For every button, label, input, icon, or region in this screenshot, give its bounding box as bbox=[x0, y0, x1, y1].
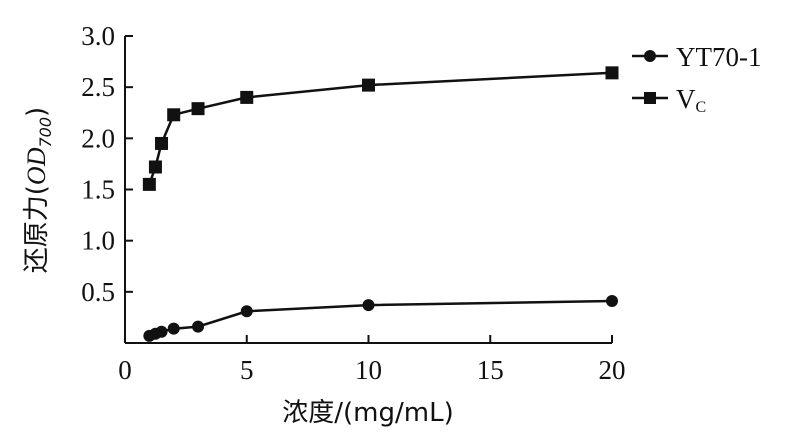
data-point-vc bbox=[191, 102, 205, 116]
data-point-vc bbox=[142, 177, 156, 191]
data-point-vc bbox=[167, 108, 181, 122]
legend-label-yt70-1: YT70-1 bbox=[676, 42, 761, 72]
legend-label-vc-main: V bbox=[676, 84, 696, 114]
x-tick-label: 5 bbox=[240, 355, 254, 385]
legend-marker-circle bbox=[644, 50, 656, 62]
y-tick-label: 2.0 bbox=[81, 123, 115, 153]
y-tick-label: 1.5 bbox=[81, 175, 115, 205]
y-axis-title-italic: OD bbox=[22, 147, 51, 185]
x-tick-label: 15 bbox=[477, 355, 504, 385]
data-point-yt70-1 bbox=[362, 299, 375, 312]
x-tick-label: 20 bbox=[599, 355, 626, 385]
data-point-yt70-1 bbox=[240, 305, 253, 318]
legend: YT70-1 VC bbox=[632, 42, 761, 116]
y-axis-title-close: ) bbox=[22, 107, 52, 117]
data-point-yt70-1 bbox=[192, 320, 205, 333]
legend-item-yt70-1: YT70-1 bbox=[632, 42, 761, 72]
ticks: 0.5 1.0 1.5 2.0 2.5 3.0 0 5 10 15 20 bbox=[81, 21, 625, 385]
y-tick-label: 2.5 bbox=[81, 72, 115, 102]
y-axis-title-sub: 700 bbox=[36, 117, 55, 148]
y-tick-label: 0.5 bbox=[81, 277, 115, 307]
data-point-yt70-1 bbox=[155, 325, 168, 338]
legend-label-vc: VC bbox=[676, 84, 706, 116]
data-point-vc bbox=[155, 136, 169, 150]
data-point-yt70-1 bbox=[167, 322, 180, 335]
legend-label-vc-sub: C bbox=[696, 99, 707, 116]
series-line-vc bbox=[148, 71, 613, 185]
x-axis-title: 浓度/(mg/mL) bbox=[282, 398, 453, 428]
data-point-vc bbox=[362, 78, 375, 92]
x-tick-label: 0 bbox=[118, 355, 132, 385]
y-axis-title-main: 还原力( bbox=[22, 185, 52, 273]
data-point-vc bbox=[605, 66, 619, 80]
legend-item-vc: VC bbox=[632, 84, 706, 116]
data-point-yt70-1 bbox=[606, 295, 618, 308]
data-point-vc bbox=[148, 160, 162, 174]
series-layer bbox=[142, 66, 619, 342]
series-line-yt70-1 bbox=[148, 299, 613, 337]
x-tick-label: 10 bbox=[355, 355, 382, 385]
data-point-vc bbox=[240, 90, 254, 104]
y-tick-label: 3.0 bbox=[81, 21, 115, 51]
legend-marker-square bbox=[644, 92, 656, 104]
y-tick-label: 1.0 bbox=[81, 226, 115, 256]
y-axis-title: 还原力(OD700) bbox=[22, 107, 55, 273]
